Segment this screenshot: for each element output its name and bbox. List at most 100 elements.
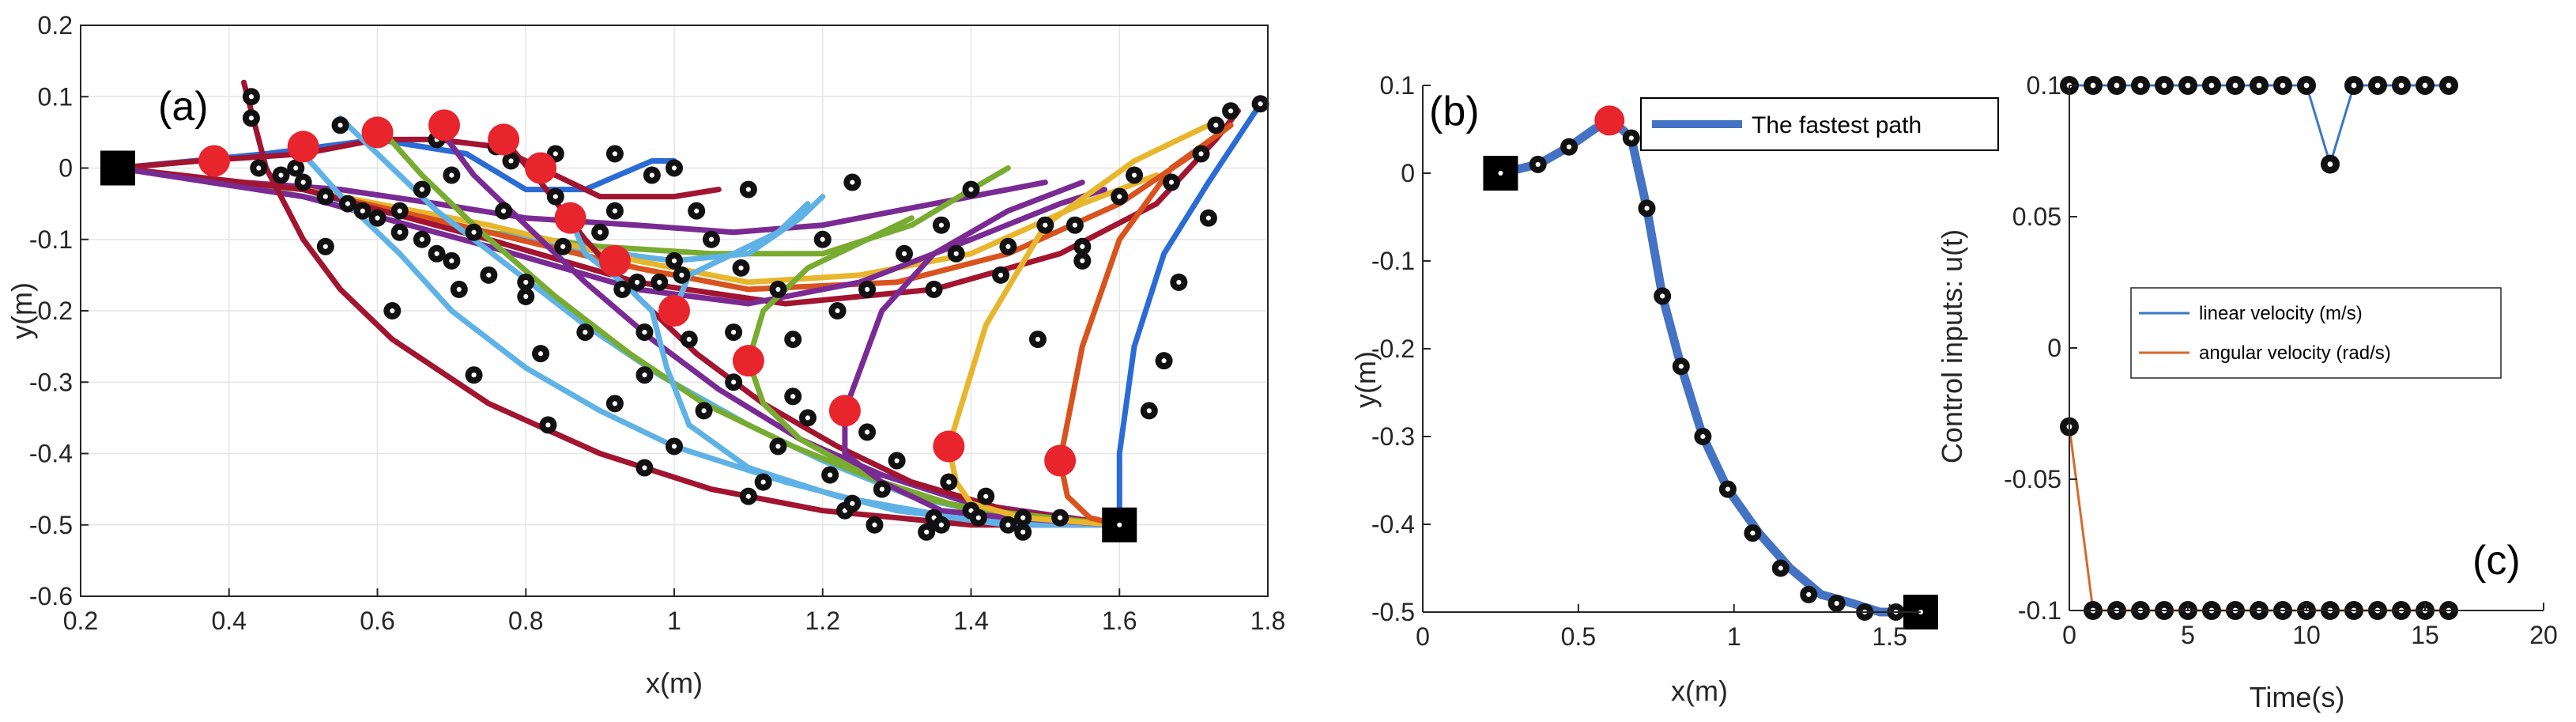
panel-a-black-marker-dot: [790, 394, 796, 399]
panel-a-xtick-label: 1: [667, 607, 681, 635]
panel-a-black-marker: [316, 237, 334, 255]
panel-a-black-marker-dot: [686, 337, 692, 342]
panel-a-black-marker: [591, 223, 609, 241]
panel-a-black-marker: [390, 223, 409, 241]
panel-a-black-marker-dot: [248, 115, 254, 121]
panel-a-ytick-label: -0.2: [29, 297, 73, 325]
panel-a-black-marker-dot: [397, 229, 402, 235]
panel-b-black-marker: [1827, 594, 1846, 612]
panel-a-black-marker: [353, 202, 372, 220]
panel-b-black-marker: [1718, 480, 1737, 498]
panel-a-black-marker: [576, 323, 594, 342]
panel-a-black-marker-dot: [293, 165, 299, 171]
panel-b-ylabel: y(m): [1349, 351, 1382, 408]
panel-b-black-marker-dot: [1644, 206, 1650, 211]
panel-a-black-marker: [316, 187, 334, 206]
panel-a-black-marker: [1162, 173, 1180, 191]
panel-a-xlabel: x(m): [646, 667, 703, 699]
panel-a-black-marker-dot: [642, 329, 647, 335]
panel-a-black-marker: [1140, 402, 1158, 420]
panel-a-black-marker: [1111, 187, 1129, 206]
panel-b-start-dot: [1498, 171, 1503, 176]
panel-c-linear-velocity-marker-dot: [2374, 82, 2381, 89]
panel-a-black-marker-dot: [775, 444, 781, 449]
panel-c-linear-velocity-marker-dot: [2327, 161, 2333, 167]
panel-a-black-marker: [725, 373, 743, 391]
panel-c-ytick-label: 0.1: [2027, 71, 2061, 100]
panel-c-xticks: 0 5 10 15 20: [2062, 603, 2558, 649]
panel-b-black-marker: [1654, 287, 1672, 305]
panel-a-red-marker: [361, 116, 394, 149]
panel-a-black-marker-dot: [1213, 123, 1219, 128]
panel-c-ytick-label: -0.1: [2018, 596, 2061, 625]
panel-a-black-marker: [517, 273, 535, 291]
panel-c-linear-velocity-marker-dot: [2351, 82, 2357, 89]
panel-a-black-marker-dot: [434, 251, 439, 256]
panel-a-black-marker: [769, 437, 787, 456]
panel-a-ytick-label: -0.3: [29, 368, 73, 396]
panel-a-black-marker-dot: [708, 236, 715, 242]
panel-c-linear-velocity-marker-dot: [2185, 82, 2191, 89]
panel-c-ytick-label: 0: [2047, 334, 2061, 362]
panel-a-black-marker-dot: [300, 180, 306, 185]
panel-b-black-marker: [1744, 524, 1762, 542]
panel-a-black-marker: [866, 516, 884, 534]
panel-a-black-marker-dot: [701, 408, 707, 414]
panel-a-series-line: [842, 180, 1085, 414]
panel-b-label: (b): [1429, 89, 1480, 134]
panel-a-black-marker-dot: [790, 337, 796, 342]
panel-a-black-marker: [1222, 102, 1240, 120]
panel-a-red-marker: [287, 130, 319, 163]
panel-c-linear-velocity-marker: [2344, 76, 2363, 95]
panel-a-xticks: 0.2 0.4 0.6 0.8 1 1.2 1.4 1.6 1.8: [63, 588, 1285, 635]
panel-a-black-marker: [821, 466, 839, 484]
panel-a-black-marker-dot: [946, 479, 952, 485]
panel-a-black-marker: [636, 366, 654, 384]
panel-a-black-marker-dot: [322, 194, 328, 199]
panel-a-black-marker-dot: [1146, 408, 1152, 414]
panel-a-red-marker: [488, 123, 520, 156]
panel-a-black-marker-dot: [872, 522, 877, 527]
panel-a-black-marker: [666, 251, 683, 270]
panel-a-black-marker-dot: [553, 194, 558, 199]
panel-a-black-marker-dot: [1258, 101, 1263, 107]
panel-b-series-group: [1495, 115, 1925, 617]
panel-a-black-marker: [413, 180, 431, 198]
panel-b-yticks: -0.5 -0.4 -0.3 -0.2 -0.1 0 0.1: [1371, 71, 1431, 626]
panel-a-black-marker: [651, 273, 669, 291]
panel-a-black-marker-dot: [598, 229, 603, 235]
panel-a-xtick-label: 0.6: [360, 607, 394, 635]
panel-b-black-marker-dot: [1834, 600, 1839, 606]
panel-a-black-marker: [828, 302, 847, 319]
panel-a-black-marker-dot: [278, 172, 284, 178]
panel-a-black-marker: [272, 166, 290, 184]
panel-a-ytick-label: 0: [58, 154, 73, 183]
panel-a-red-marker: [933, 430, 965, 463]
panel-c-linear-velocity-marker: [2084, 76, 2103, 95]
panel-b-black-marker: [1560, 138, 1578, 156]
panel-c-xlabel: Time(s): [2250, 681, 2345, 713]
panel-a-black-marker: [999, 237, 1017, 255]
panel-c-legend-entry-linear: linear velocity (m/s): [2199, 303, 2363, 324]
panel-a-black-marker-dot: [731, 380, 737, 385]
panel-a-black-marker-dot: [523, 293, 529, 300]
panel-a-black-marker: [450, 280, 468, 298]
panel-a-black-marker-dot: [1072, 222, 1078, 228]
panel-a-black-marker-dot: [501, 208, 507, 214]
panel-a-black-marker-dot: [1176, 279, 1182, 285]
panel-a-black-marker-dot: [864, 429, 870, 435]
panel-b-black-marker: [1771, 559, 1790, 577]
panel-a-black-marker: [1014, 523, 1032, 541]
panel-b-ytick-label: -0.2: [1371, 335, 1415, 363]
panel-b-fastest-path-line: [1495, 115, 1925, 617]
panel-a-black-marker-dot: [671, 165, 677, 171]
panel-a-black-marker-dot: [1228, 108, 1234, 114]
panel-a-black-marker: [1126, 166, 1144, 184]
panel-a-black-marker-dot: [375, 215, 380, 221]
panel-a-black-marker-dot: [671, 444, 677, 449]
panel-a-ytick-label: 0.1: [38, 82, 73, 111]
panel-a-black-marker: [969, 508, 987, 527]
panel-a-black-marker: [918, 523, 936, 541]
panel-a-black-marker: [666, 159, 683, 177]
panel-a-black-marker: [695, 402, 713, 420]
